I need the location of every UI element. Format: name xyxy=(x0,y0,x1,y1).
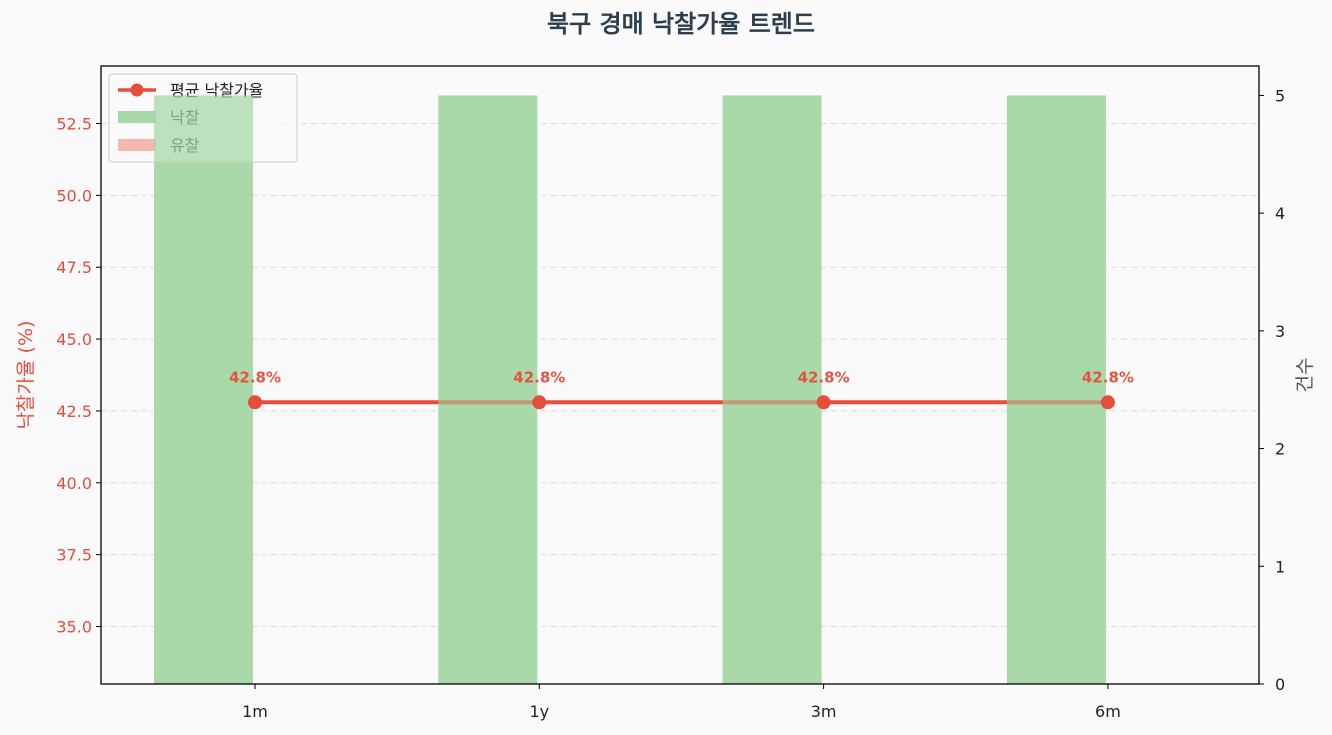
left-tick-label: 35.0 xyxy=(56,618,92,637)
x-tick-label-3m: 3m xyxy=(811,702,837,721)
legend-swatch-win xyxy=(118,111,156,123)
chart-title: 북구 경매 낙찰가율 트렌드 xyxy=(547,10,815,38)
line-point-6m xyxy=(1100,395,1115,410)
left-tick-label: 40.0 xyxy=(56,474,92,493)
right-tick-label: 2 xyxy=(1275,440,1285,459)
left-tick-label: 52.5 xyxy=(56,114,92,133)
line-point-3m xyxy=(816,395,831,410)
data-label-1y: 42.8% xyxy=(513,368,565,386)
data-labels: 42.8% 42.8% 42.8% 42.8% xyxy=(229,368,1134,386)
left-tick-label: 47.5 xyxy=(56,258,92,277)
bar-overlay-1m xyxy=(154,95,253,684)
legend-swatch-fail xyxy=(118,139,156,151)
right-tick-label: 1 xyxy=(1275,557,1285,576)
line-point-1m xyxy=(248,395,262,410)
bar-overlay-3m xyxy=(722,95,822,684)
left-tick-label: 45.0 xyxy=(56,330,92,349)
left-axis-ticks: 35.0 37.5 40.0 42.5 45.0 47.5 50.0 52.5 xyxy=(56,114,101,637)
line-point-1y xyxy=(532,395,547,410)
data-label-3m: 42.8% xyxy=(798,368,850,386)
legend-line-marker xyxy=(130,83,144,97)
bar-overlay-6m xyxy=(1006,95,1106,684)
right-tick-label: 4 xyxy=(1275,204,1285,223)
legend-overlap-bar xyxy=(154,95,253,162)
bar-overlay-1y xyxy=(438,95,538,684)
plot-frame xyxy=(100,65,1260,685)
data-label-1m: 42.8% xyxy=(229,368,281,386)
x-tick-label-1y: 1y xyxy=(529,702,549,721)
left-tick-label: 42.5 xyxy=(56,402,92,421)
legend-label-line: 평균 낙찰가율 xyxy=(170,81,263,100)
left-tick-label: 37.5 xyxy=(56,546,92,565)
right-tick-label: 5 xyxy=(1275,86,1285,105)
left-tick-label: 50.0 xyxy=(56,186,92,205)
right-axis-label: 건수 xyxy=(1294,358,1316,393)
x-tick-label-1m: 1m xyxy=(242,702,268,721)
data-label-6m: 42.8% xyxy=(1082,368,1134,386)
right-axis-ticks: 0 1 2 3 4 5 xyxy=(1259,86,1285,694)
x-tick-label-6m: 6m xyxy=(1095,702,1121,721)
x-axis-ticks: 1m 1y 3m 6m xyxy=(242,684,1121,721)
bars xyxy=(154,95,1106,684)
line-series xyxy=(154,95,1115,684)
right-tick-label: 0 xyxy=(1275,675,1285,694)
left-axis-label: 낙찰가율 (%) xyxy=(15,321,37,430)
right-tick-label: 3 xyxy=(1275,322,1285,341)
